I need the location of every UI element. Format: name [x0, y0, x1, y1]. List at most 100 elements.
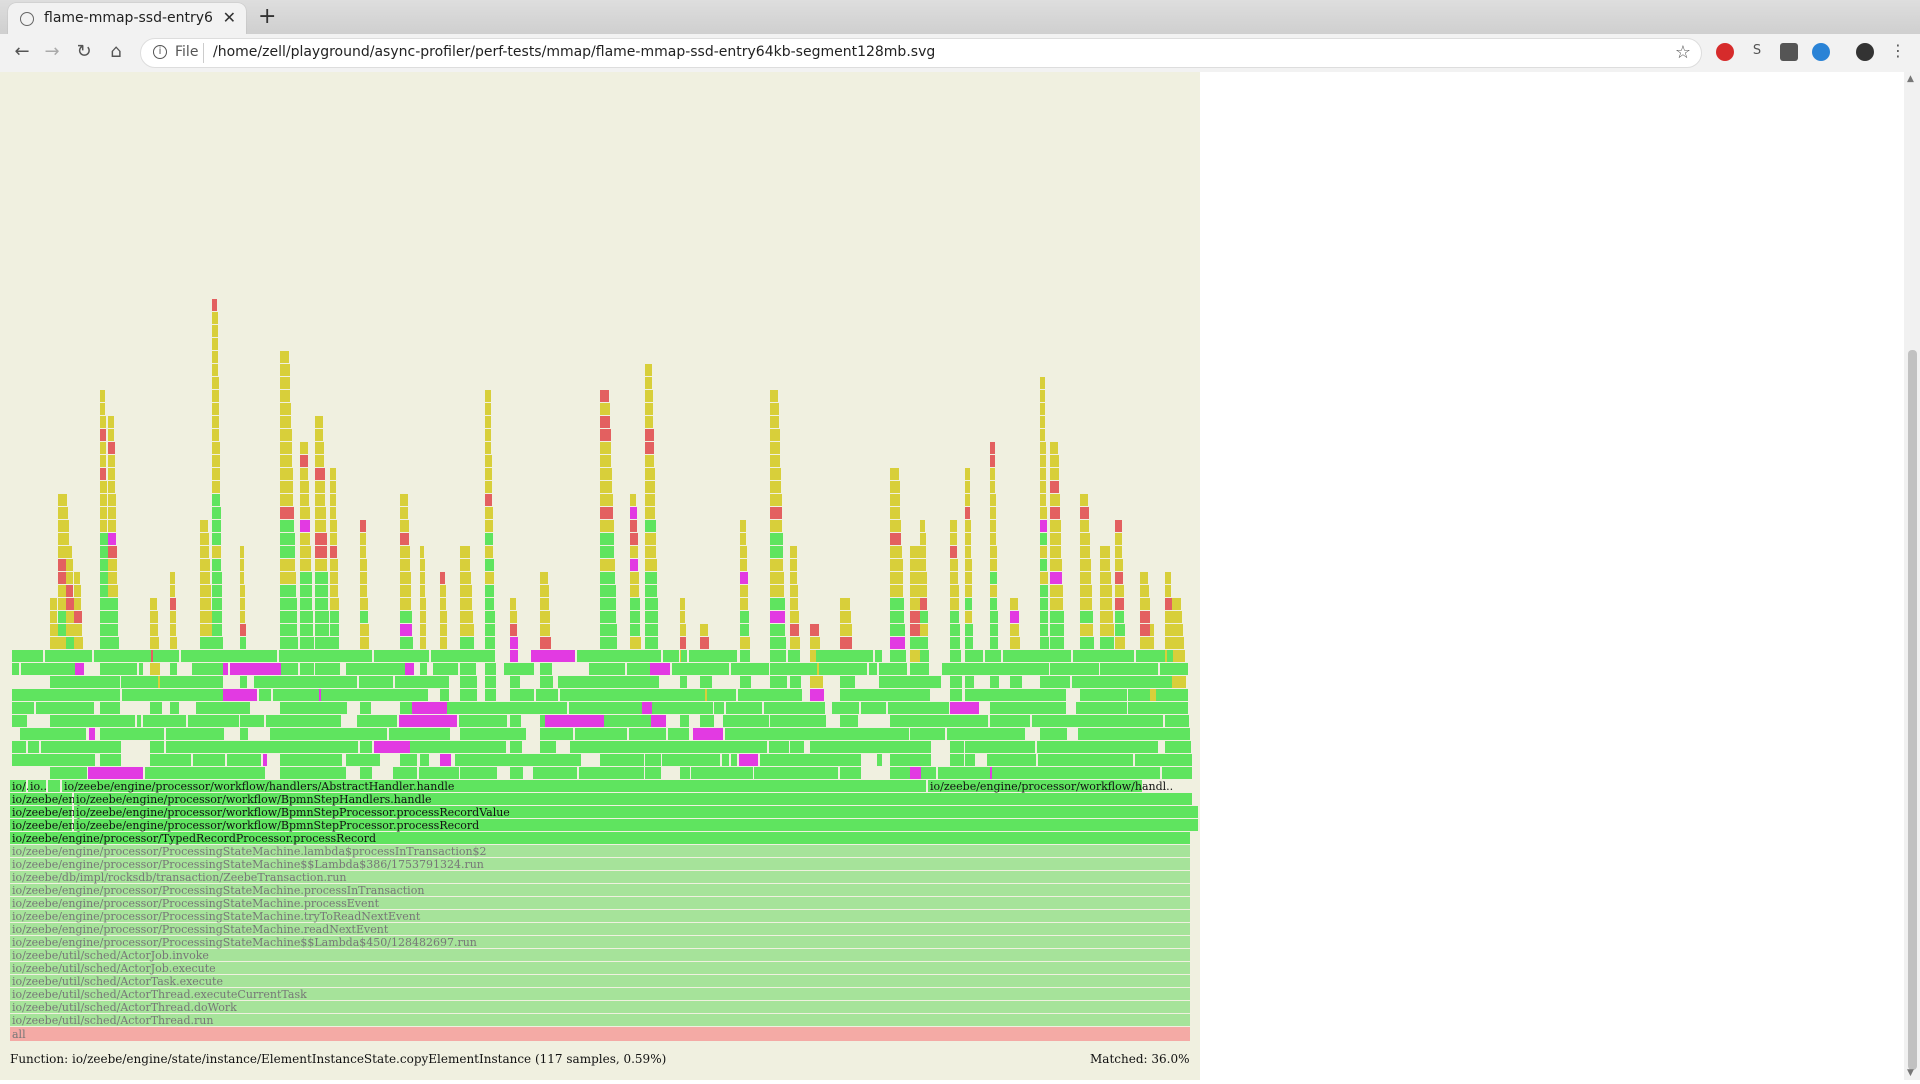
tower-frame[interactable]: [540, 663, 552, 675]
tower-frame[interactable]: [1040, 559, 1047, 571]
tower-frame[interactable]: [790, 611, 799, 623]
tower-frame[interactable]: [1010, 611, 1019, 623]
tower-frame[interactable]: [990, 533, 996, 545]
tower-frame[interactable]: [74, 624, 82, 636]
tower-frame[interactable]: [536, 689, 558, 701]
tower-frame[interactable]: [280, 481, 293, 493]
tower-frame[interactable]: [300, 520, 310, 532]
tower-frame[interactable]: [1045, 715, 1100, 727]
tower-frame[interactable]: [389, 728, 448, 740]
tower-frame[interactable]: [330, 520, 337, 532]
tower-frame[interactable]: [689, 650, 737, 662]
tower-frame[interactable]: [852, 728, 892, 740]
tower-frame[interactable]: [770, 637, 786, 649]
tower-frame[interactable]: [950, 598, 959, 610]
tower-frame[interactable]: [300, 585, 312, 597]
tower-frame[interactable]: [200, 533, 209, 545]
tower-frame[interactable]: [1040, 520, 1047, 532]
tower-frame[interactable]: [725, 728, 749, 740]
tower-frame[interactable]: [108, 598, 118, 610]
tower-frame[interactable]: [240, 585, 245, 597]
tower-frame[interactable]: [1115, 585, 1124, 597]
tower-frame[interactable]: [740, 598, 748, 610]
tower-frame[interactable]: [1140, 637, 1152, 649]
tower-frame[interactable]: [770, 650, 786, 662]
tower-frame[interactable]: [965, 546, 971, 558]
tower-frame[interactable]: [280, 559, 295, 571]
tower-frame[interactable]: [108, 572, 117, 584]
tower-frame[interactable]: [1115, 520, 1122, 532]
tower-frame[interactable]: [950, 585, 959, 597]
tower-frame[interactable]: [227, 754, 261, 766]
tower-frame[interactable]: [374, 741, 410, 753]
tower-frame[interactable]: [890, 481, 900, 493]
tower-frame[interactable]: [1150, 637, 1154, 649]
tower-frame[interactable]: [295, 689, 319, 701]
tower-frame[interactable]: [600, 507, 613, 519]
tower-frame[interactable]: [993, 663, 1048, 675]
tower-frame[interactable]: [212, 572, 222, 584]
tower-frame[interactable]: [316, 702, 347, 714]
url-text[interactable]: /home/zell/playground/async-profiler/per…: [213, 44, 936, 60]
tower-frame[interactable]: [150, 611, 158, 623]
tower-frame[interactable]: [890, 520, 901, 532]
tower-frame[interactable]: [510, 715, 521, 727]
tower-frame[interactable]: [100, 611, 109, 623]
tower-frame[interactable]: [280, 663, 298, 675]
tower-frame[interactable]: [630, 533, 638, 545]
tower-frame[interactable]: [814, 702, 823, 714]
tower-frame[interactable]: [315, 468, 325, 480]
tower-frame[interactable]: [1050, 481, 1059, 493]
tower-frame[interactable]: [890, 754, 910, 766]
tower-frame[interactable]: [300, 481, 309, 493]
tower-frame[interactable]: [869, 663, 877, 675]
tower-frame[interactable]: [577, 650, 607, 662]
tower-frame[interactable]: [88, 767, 143, 779]
tower-frame[interactable]: [714, 702, 724, 714]
tower-frame[interactable]: [890, 637, 905, 649]
tower-frame[interactable]: [827, 754, 846, 766]
tower-frame[interactable]: [650, 663, 670, 675]
tower-frame[interactable]: [330, 481, 336, 493]
tower-frame[interactable]: [662, 754, 720, 766]
tower-frame[interactable]: [360, 624, 369, 636]
extension-adblock-icon[interactable]: [1716, 43, 1734, 61]
bookmark-star-icon[interactable]: ☆: [1674, 42, 1691, 63]
tower-frame[interactable]: [108, 741, 121, 753]
tower-frame[interactable]: [783, 767, 838, 779]
tower-frame[interactable]: [100, 416, 106, 428]
tower-frame[interactable]: [100, 468, 106, 480]
tower-frame[interactable]: [400, 611, 412, 623]
tower-frame[interactable]: [740, 650, 750, 662]
tower-frame[interactable]: [170, 637, 177, 649]
tower-frame[interactable]: [1040, 377, 1045, 389]
tower-frame[interactable]: [342, 767, 346, 779]
tower-frame[interactable]: [600, 572, 615, 584]
tower-frame[interactable]: [330, 533, 337, 545]
tower-frame[interactable]: [950, 637, 960, 649]
tower-frame[interactable]: [770, 442, 780, 454]
address-bar[interactable]: i File /home/zell/playground/async-profi…: [140, 38, 1702, 68]
flamegraph-towers[interactable]: [12, 299, 1192, 779]
tower-frame[interactable]: [315, 455, 324, 467]
tower-frame[interactable]: [280, 507, 294, 519]
tower-frame[interactable]: [1072, 676, 1124, 688]
tower-frame[interactable]: [630, 507, 637, 519]
tower-frame[interactable]: [520, 689, 534, 701]
tower-frame[interactable]: [645, 767, 661, 779]
tower-frame[interactable]: [840, 767, 846, 779]
tower-frame[interactable]: [280, 468, 293, 480]
row-frame[interactable]: [74, 793, 1192, 805]
tower-frame[interactable]: [760, 754, 773, 766]
tower-frame[interactable]: [12, 702, 34, 714]
tower-frame[interactable]: [680, 624, 686, 636]
tower-frame[interactable]: [1050, 611, 1064, 623]
tower-frame[interactable]: [1050, 702, 1066, 714]
tower-frame[interactable]: [74, 728, 86, 740]
row-frame[interactable]: [10, 780, 26, 792]
menu-kebab-icon[interactable]: ⋮: [1890, 41, 1906, 60]
tower-frame[interactable]: [145, 767, 202, 779]
tower-frame[interactable]: [485, 572, 494, 584]
tower-frame[interactable]: [1050, 728, 1067, 740]
tower-frame[interactable]: [280, 390, 290, 402]
